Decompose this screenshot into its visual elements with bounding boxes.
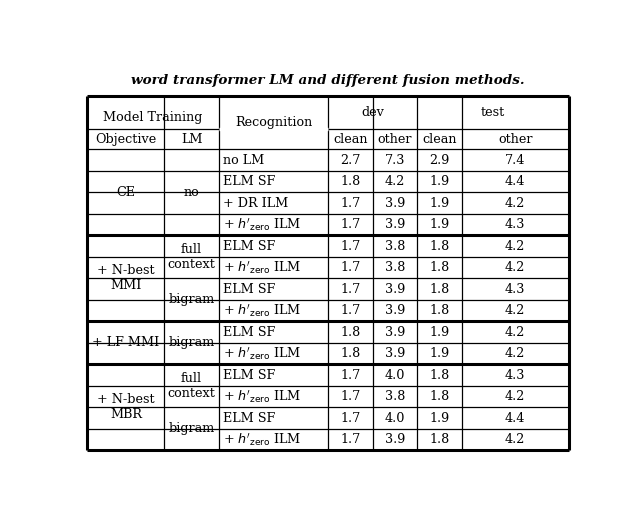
Text: full
context: full context xyxy=(168,372,216,400)
Text: 1.8: 1.8 xyxy=(340,347,360,360)
Text: 1.8: 1.8 xyxy=(429,304,450,317)
Text: 1.8: 1.8 xyxy=(340,175,360,188)
Text: full
context: full context xyxy=(168,243,216,271)
Text: + $h'_{\rm zero}$ ILM: + $h'_{\rm zero}$ ILM xyxy=(223,216,301,233)
Text: 3.8: 3.8 xyxy=(385,261,405,274)
Text: 1.8: 1.8 xyxy=(429,368,450,382)
Text: 3.9: 3.9 xyxy=(385,282,405,296)
Text: 4.2: 4.2 xyxy=(505,433,525,446)
Text: 3.9: 3.9 xyxy=(385,304,405,317)
Text: no LM: no LM xyxy=(223,153,264,167)
Text: 3.8: 3.8 xyxy=(385,240,405,252)
Text: 1.7: 1.7 xyxy=(340,368,360,382)
Text: no: no xyxy=(184,186,200,199)
Text: 1.7: 1.7 xyxy=(340,304,360,317)
Text: 2.9: 2.9 xyxy=(429,153,450,167)
Text: 1.8: 1.8 xyxy=(429,390,450,403)
Text: 1.8: 1.8 xyxy=(429,433,450,446)
Text: 1.8: 1.8 xyxy=(429,282,450,296)
Text: 1.9: 1.9 xyxy=(429,175,450,188)
Text: clean: clean xyxy=(422,133,457,145)
Text: 7.4: 7.4 xyxy=(505,153,525,167)
Text: 4.2: 4.2 xyxy=(385,175,405,188)
Text: other: other xyxy=(378,133,412,145)
Text: bigram: bigram xyxy=(168,422,215,435)
Text: 2.7: 2.7 xyxy=(340,153,360,167)
Text: 1.9: 1.9 xyxy=(429,218,450,231)
Text: ELM SF: ELM SF xyxy=(223,240,275,252)
Text: Recognition: Recognition xyxy=(235,116,312,129)
Text: 4.3: 4.3 xyxy=(505,218,525,231)
Text: 1.7: 1.7 xyxy=(340,282,360,296)
Text: + LF MMI: + LF MMI xyxy=(92,336,159,349)
Text: 3.9: 3.9 xyxy=(385,433,405,446)
Text: 4.2: 4.2 xyxy=(505,347,525,360)
Text: 1.7: 1.7 xyxy=(340,390,360,403)
Text: + $h'_{\rm zero}$ ILM: + $h'_{\rm zero}$ ILM xyxy=(223,431,301,448)
Text: 1.7: 1.7 xyxy=(340,261,360,274)
Text: 1.9: 1.9 xyxy=(429,347,450,360)
Text: bigram: bigram xyxy=(168,294,215,306)
Text: 4.2: 4.2 xyxy=(505,240,525,252)
Text: 3.9: 3.9 xyxy=(385,218,405,231)
Text: 4.2: 4.2 xyxy=(505,304,525,317)
Text: ELM SF: ELM SF xyxy=(223,175,275,188)
Text: LM: LM xyxy=(181,133,202,145)
Text: Objective: Objective xyxy=(95,133,157,145)
Text: 4.3: 4.3 xyxy=(505,282,525,296)
Text: 4.0: 4.0 xyxy=(385,368,405,382)
Text: 1.7: 1.7 xyxy=(340,240,360,252)
Text: 1.8: 1.8 xyxy=(429,261,450,274)
Text: + N-best
MMI: + N-best MMI xyxy=(97,265,155,292)
Text: 1.9: 1.9 xyxy=(429,197,450,210)
Text: CE: CE xyxy=(116,186,136,199)
Text: bigram: bigram xyxy=(168,336,215,349)
Text: other: other xyxy=(498,133,532,145)
Text: + N-best
MBR: + N-best MBR xyxy=(97,393,155,422)
Text: 4.2: 4.2 xyxy=(505,197,525,210)
Text: 4.3: 4.3 xyxy=(505,368,525,382)
Text: 1.9: 1.9 xyxy=(429,326,450,338)
Text: + $h'_{\rm zero}$ ILM: + $h'_{\rm zero}$ ILM xyxy=(223,388,301,405)
Text: ELM SF: ELM SF xyxy=(223,368,275,382)
Text: word transformer LM and different fusion methods.: word transformer LM and different fusion… xyxy=(131,74,525,87)
Text: 1.7: 1.7 xyxy=(340,197,360,210)
Text: 3.8: 3.8 xyxy=(385,390,405,403)
Text: 4.0: 4.0 xyxy=(385,412,405,425)
Text: + $h'_{\rm zero}$ ILM: + $h'_{\rm zero}$ ILM xyxy=(223,259,301,276)
Text: test: test xyxy=(481,106,505,119)
Text: 1.8: 1.8 xyxy=(340,326,360,338)
Text: 4.2: 4.2 xyxy=(505,261,525,274)
Text: + $h'_{\rm zero}$ ILM: + $h'_{\rm zero}$ ILM xyxy=(223,302,301,319)
Text: 4.2: 4.2 xyxy=(505,390,525,403)
Text: Model Training: Model Training xyxy=(104,111,203,124)
Text: 3.9: 3.9 xyxy=(385,347,405,360)
Text: clean: clean xyxy=(333,133,367,145)
Text: 4.4: 4.4 xyxy=(505,175,525,188)
Text: 1.8: 1.8 xyxy=(429,240,450,252)
Text: 3.9: 3.9 xyxy=(385,326,405,338)
Text: 4.2: 4.2 xyxy=(505,326,525,338)
Text: + DR ILM: + DR ILM xyxy=(223,197,288,210)
Text: 1.9: 1.9 xyxy=(429,412,450,425)
Text: ELM SF: ELM SF xyxy=(223,326,275,338)
Text: 4.4: 4.4 xyxy=(505,412,525,425)
Text: ELM SF: ELM SF xyxy=(223,282,275,296)
Text: + $h'_{\rm zero}$ ILM: + $h'_{\rm zero}$ ILM xyxy=(223,345,301,362)
Text: 1.7: 1.7 xyxy=(340,412,360,425)
Text: dev: dev xyxy=(361,106,384,119)
Text: 3.9: 3.9 xyxy=(385,197,405,210)
Text: 1.7: 1.7 xyxy=(340,433,360,446)
Text: 7.3: 7.3 xyxy=(385,153,405,167)
Text: ELM SF: ELM SF xyxy=(223,412,275,425)
Text: 1.7: 1.7 xyxy=(340,218,360,231)
